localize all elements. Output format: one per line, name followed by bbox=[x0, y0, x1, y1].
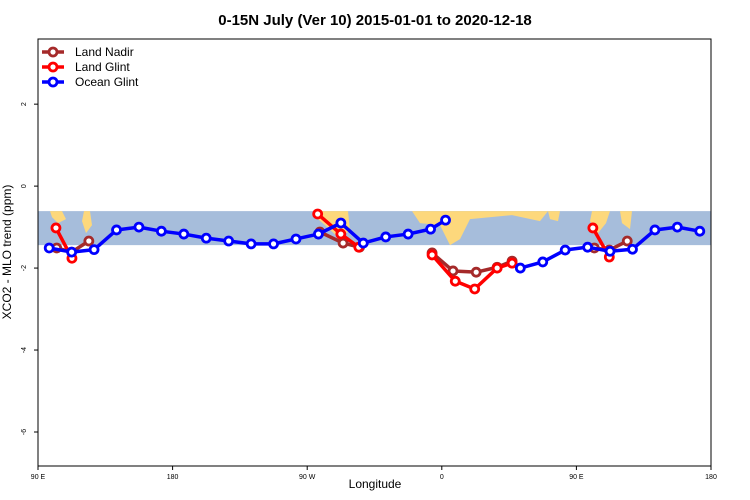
data-point bbox=[337, 237, 349, 249]
plot-frame bbox=[37, 38, 712, 467]
y-tick-label: 2 bbox=[21, 102, 28, 106]
legend-marker bbox=[47, 61, 59, 73]
land-shape bbox=[620, 211, 632, 230]
data-point bbox=[50, 222, 62, 234]
data-point bbox=[671, 221, 683, 233]
x-tick-label: 0 bbox=[440, 474, 444, 481]
x-tick-label: 180 bbox=[705, 474, 717, 481]
data-point bbox=[357, 237, 369, 249]
legend-label: Land Nadir bbox=[75, 45, 134, 59]
data-point bbox=[587, 222, 599, 234]
land-shape bbox=[548, 211, 560, 222]
data-point bbox=[83, 235, 95, 247]
legend-label: Land Glint bbox=[75, 60, 130, 74]
data-point bbox=[621, 235, 633, 247]
data-point bbox=[559, 244, 571, 256]
data-point bbox=[537, 256, 549, 268]
data-point bbox=[313, 228, 324, 240]
data-point bbox=[469, 283, 481, 295]
y-tick-label: 0 bbox=[21, 184, 28, 188]
legend-marker bbox=[47, 46, 59, 58]
series-ocean-glint bbox=[43, 214, 706, 274]
data-point bbox=[290, 233, 302, 245]
data-point bbox=[268, 238, 279, 250]
data-point bbox=[402, 228, 414, 240]
data-point bbox=[491, 262, 503, 274]
x-axis-label: Longitude bbox=[349, 477, 402, 491]
data-point bbox=[178, 228, 190, 240]
x-tick-label: 90 W bbox=[299, 474, 316, 481]
data-point bbox=[335, 217, 347, 229]
legend-label: Ocean Glint bbox=[75, 75, 139, 89]
data-point bbox=[627, 243, 638, 255]
land-shape bbox=[50, 211, 66, 224]
data-point bbox=[43, 242, 55, 254]
data-point bbox=[649, 224, 661, 236]
data-point bbox=[604, 245, 616, 257]
data-point bbox=[200, 232, 212, 244]
data-point bbox=[426, 249, 438, 261]
data-point bbox=[312, 208, 324, 220]
y-axis-label: XCO2 - MLO trend (ppm) bbox=[0, 185, 14, 320]
data-point bbox=[440, 214, 451, 226]
chart-title: 0-15N July (Ver 10) 2015-01-01 to 2020-1… bbox=[218, 12, 532, 29]
data-point bbox=[66, 246, 78, 258]
y-tick-label: -2 bbox=[21, 265, 28, 271]
data-point bbox=[335, 228, 347, 240]
data-point bbox=[506, 257, 518, 269]
data-point bbox=[380, 231, 392, 243]
data-point bbox=[514, 262, 526, 274]
x-tick-label: 180 bbox=[167, 474, 179, 481]
data-point bbox=[425, 223, 436, 235]
legend-marker bbox=[47, 76, 59, 88]
data-point bbox=[694, 225, 706, 237]
data-point bbox=[582, 241, 594, 253]
data-point bbox=[449, 275, 461, 287]
data-point bbox=[88, 244, 100, 256]
y-tick-label: -4 bbox=[21, 347, 28, 353]
land-shape bbox=[82, 211, 92, 234]
data-point bbox=[133, 221, 145, 233]
y-tick-label: -6 bbox=[21, 429, 28, 435]
x-tick-label: 90 E bbox=[31, 474, 46, 481]
data-point bbox=[245, 238, 257, 250]
data-point bbox=[223, 235, 235, 247]
x-tick-label: 90 E bbox=[569, 474, 584, 481]
data-point bbox=[470, 266, 482, 278]
data-point bbox=[111, 224, 122, 236]
data-point bbox=[447, 265, 459, 277]
data-point bbox=[155, 225, 167, 237]
